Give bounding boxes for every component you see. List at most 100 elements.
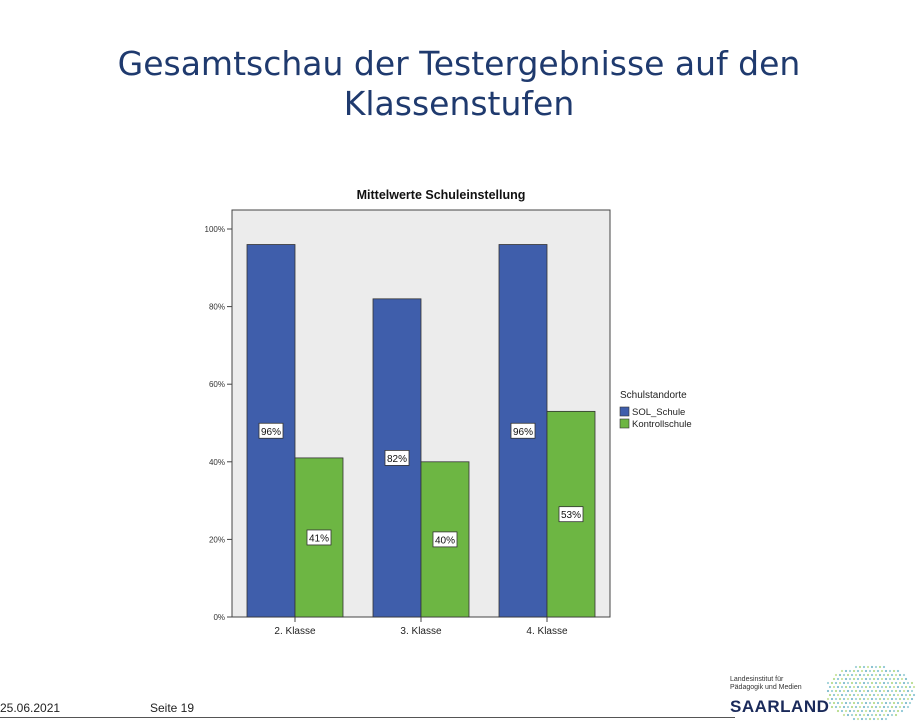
logo-institute-name: Landesinstitut für Pädagogik und Medien	[730, 676, 802, 691]
logo-dot	[890, 681, 894, 685]
logo-dot	[902, 697, 906, 701]
logo-dot	[886, 673, 890, 677]
logo-dot	[884, 709, 888, 713]
legend-swatch	[619, 418, 630, 429]
logo-dot	[904, 677, 908, 681]
chart: Mittelwerte Schuleinstellung 0% 20% 40% 60% 8…	[180, 180, 740, 640]
logo-dot	[898, 697, 902, 701]
x-tick-label: 3. Klasse	[400, 626, 442, 637]
logo-dot	[866, 697, 870, 701]
data-label: 53%	[561, 510, 581, 521]
logo-dot	[868, 669, 872, 673]
logo-dot	[858, 681, 862, 685]
logo-dot	[876, 693, 880, 697]
logo-dot	[834, 705, 838, 709]
logo-dot	[874, 697, 878, 701]
logo-dot	[878, 713, 882, 717]
logo-dot	[890, 713, 894, 717]
logo-dot	[862, 705, 866, 709]
logo-dot	[884, 669, 888, 673]
logo-dot	[904, 701, 908, 705]
logo-dot	[842, 689, 846, 693]
logo-dot	[872, 709, 876, 713]
logo-dot	[858, 697, 862, 701]
logo-dot	[880, 701, 884, 705]
logo-dot	[908, 685, 912, 689]
logo-dot	[844, 701, 848, 705]
logo-dot	[880, 693, 884, 697]
y-tick-label: 100%	[205, 225, 225, 234]
logo-dot	[852, 685, 856, 689]
logo-dot	[842, 673, 846, 677]
logo-dot	[848, 709, 852, 713]
x-tick-label: 4. Klasse	[526, 626, 568, 637]
slide-title-line1: Gesamtschau der Testergebnisse auf den	[117, 44, 801, 83]
logo-dot	[870, 697, 874, 701]
data-label-box	[306, 529, 332, 546]
logo-dot	[870, 713, 874, 717]
logo-dot	[854, 681, 858, 685]
logo-dot	[842, 705, 846, 709]
logo-dot	[856, 709, 860, 713]
logo-dot	[826, 689, 830, 693]
logo-dot	[892, 701, 896, 705]
logo-dot	[840, 709, 844, 713]
logo-dot	[898, 705, 902, 709]
logo-dot	[854, 673, 858, 677]
logo-dot	[858, 705, 862, 709]
logo-dot	[852, 669, 856, 673]
x-tick-label: 2. Klasse	[274, 626, 316, 637]
logo-dot	[862, 713, 866, 717]
logo-dot	[866, 681, 870, 685]
logo-dot	[850, 705, 854, 709]
legend-label: Kontrollschule	[632, 419, 692, 430]
logo-dot	[832, 693, 836, 697]
logo-dot	[872, 677, 876, 681]
logo-dot	[830, 681, 834, 685]
logo-dot	[886, 689, 890, 693]
logo-dot	[892, 677, 896, 681]
logo-dot	[838, 681, 842, 685]
y-tick-label: 40%	[209, 458, 225, 467]
logo-dot	[838, 673, 842, 677]
logo-dot	[900, 701, 904, 705]
logo-dot	[886, 681, 890, 685]
logo-dot	[870, 705, 874, 709]
logo-dot	[888, 669, 892, 673]
logo-dot	[882, 697, 886, 701]
logo-dot	[840, 669, 844, 673]
logo-dot	[846, 681, 850, 685]
logo-dot	[872, 685, 876, 689]
logo-dot	[850, 713, 854, 717]
logo-dot	[888, 685, 892, 689]
logo-dot	[886, 697, 890, 701]
logo-dot	[842, 697, 846, 701]
logo-dot	[902, 689, 906, 693]
chart-svg: Mittelwerte Schuleinstellung 0% 20% 40% 60% 8…	[205, 188, 692, 637]
logo-dot	[848, 669, 852, 673]
legend-label: SOL_Schule	[632, 407, 685, 418]
logo-dot	[872, 669, 876, 673]
logo-dot	[836, 709, 840, 713]
logo-dot	[894, 689, 898, 693]
data-label: 82%	[387, 454, 407, 465]
logo-dot	[864, 717, 868, 721]
logo-dot	[844, 685, 848, 689]
logo-dot	[910, 697, 914, 701]
logo-dot	[850, 681, 854, 685]
logo-dot	[854, 697, 858, 701]
logo-dot	[856, 669, 860, 673]
logo-dot	[882, 681, 886, 685]
logo-dot	[884, 677, 888, 681]
logo-dot	[858, 689, 862, 693]
logo-dot	[890, 697, 894, 701]
data-label: 41%	[309, 533, 329, 544]
logo-dot	[868, 709, 872, 713]
logo-dot	[856, 717, 860, 721]
y-tick-label: 80%	[209, 303, 225, 312]
logo-dot	[870, 673, 874, 677]
logo-dot	[878, 705, 882, 709]
logo-dot	[882, 713, 886, 717]
logo-dot	[858, 673, 862, 677]
logo-dot	[858, 713, 862, 717]
